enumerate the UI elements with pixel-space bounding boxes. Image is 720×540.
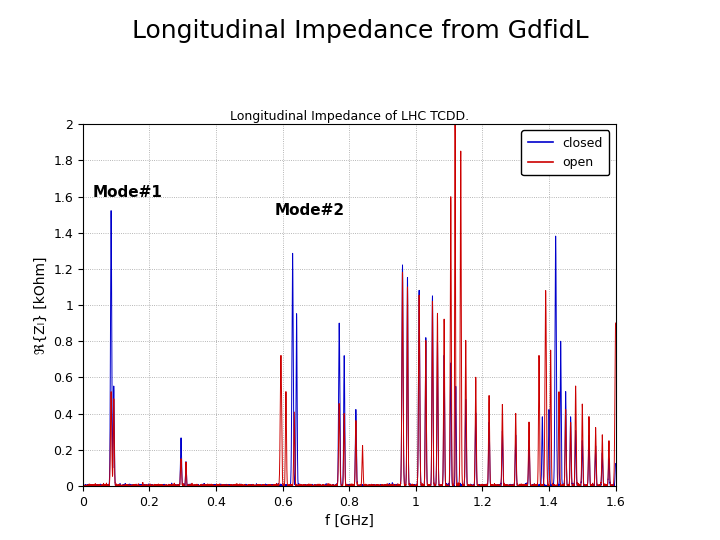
Text: Mode#2: Mode#2 — [274, 202, 344, 218]
closed — [183, 483, 192, 489]
open — [339, 468, 348, 474]
closed — [583, 482, 592, 488]
closed — [81, 482, 89, 489]
open — [172, 483, 181, 489]
Text: Longitudinal Impedance from GdfidL: Longitudinal Impedance from GdfidL — [132, 19, 588, 43]
Legend: closed, open: closed, open — [521, 131, 609, 175]
open — [611, 320, 620, 326]
closed — [78, 482, 87, 489]
closed — [150, 483, 159, 489]
X-axis label: f [GHz]: f [GHz] — [325, 514, 374, 528]
closed — [101, 482, 109, 489]
open — [101, 482, 109, 489]
open — [183, 482, 192, 489]
Text: Mode#1: Mode#1 — [93, 185, 163, 200]
closed — [339, 451, 348, 457]
closed — [107, 207, 115, 214]
open — [78, 482, 87, 489]
Line: closed: closed — [83, 211, 616, 486]
open — [81, 482, 89, 489]
open — [583, 482, 592, 488]
Y-axis label: ℜ{Zₗ} [kOhm]: ℜ{Zₗ} [kOhm] — [34, 256, 48, 354]
closed — [611, 460, 620, 467]
Title: Longitudinal Impedance of LHC TCDD.: Longitudinal Impedance of LHC TCDD. — [230, 110, 469, 123]
open — [110, 465, 119, 471]
open — [451, 121, 459, 127]
Line: open: open — [83, 124, 616, 486]
closed — [110, 466, 119, 472]
